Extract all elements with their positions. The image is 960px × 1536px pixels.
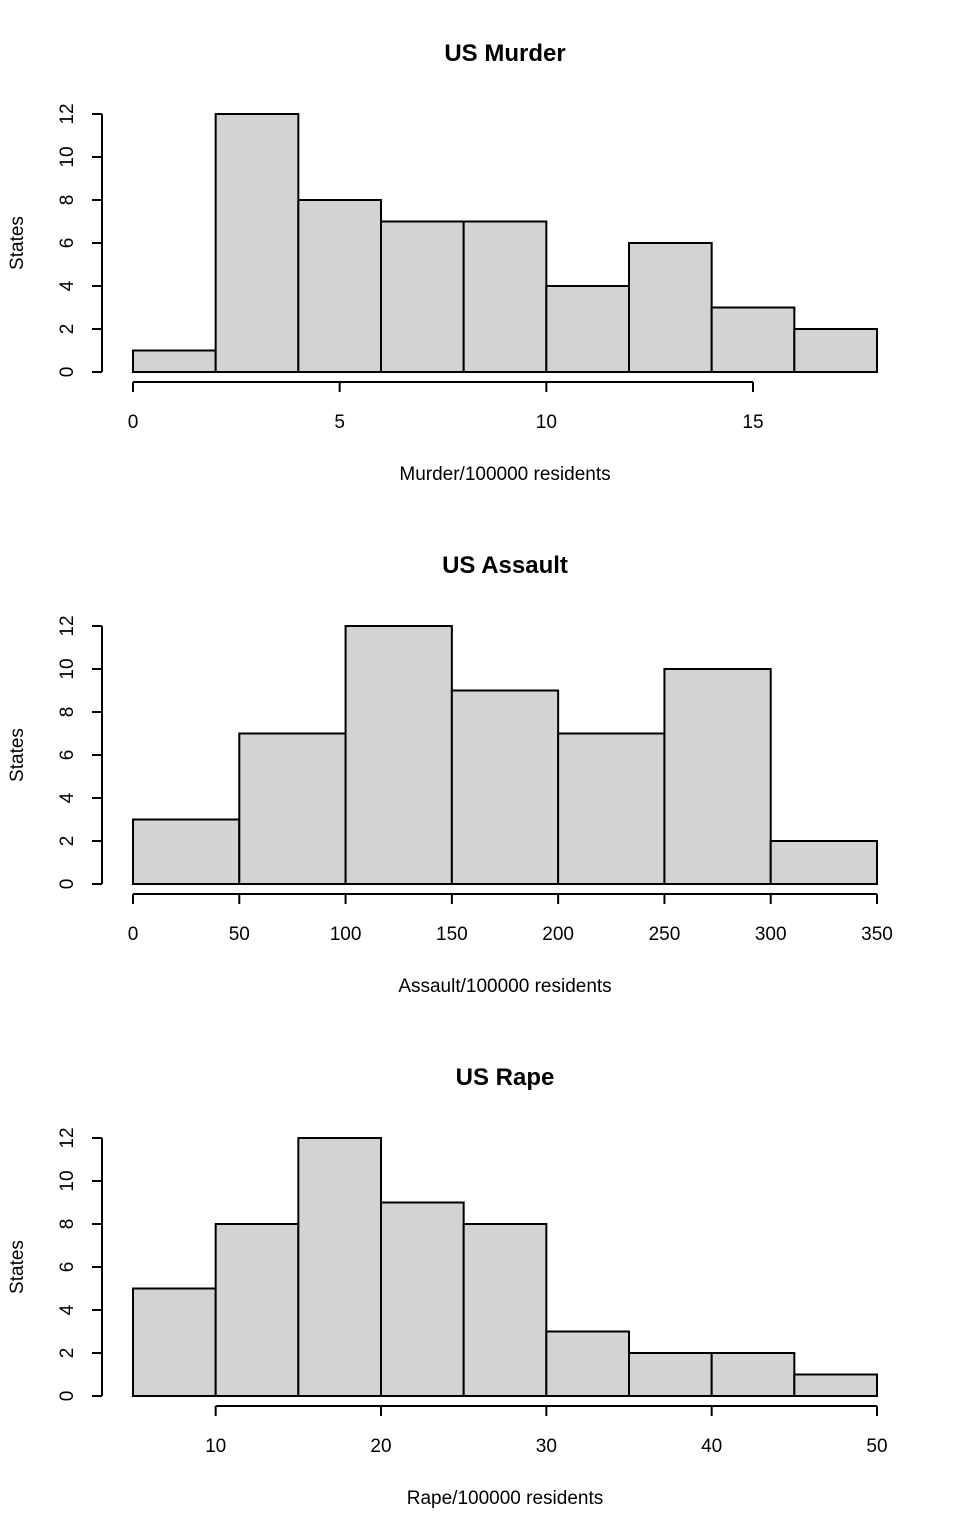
chart-title: US Murder bbox=[444, 40, 565, 67]
y-tick-label: 4 bbox=[57, 792, 78, 803]
x-tick-label: 50 bbox=[229, 924, 250, 945]
x-axis: 0 5 10 15 bbox=[128, 381, 764, 433]
x-tick-label: 300 bbox=[755, 924, 787, 945]
y-tick-label: 12 bbox=[57, 103, 78, 124]
histogram-bar bbox=[380, 220, 465, 373]
chart-title: US Rape bbox=[456, 1064, 555, 1091]
histogram-bar bbox=[710, 1352, 796, 1397]
histogram-bar bbox=[462, 220, 548, 373]
murder-histogram-panel: US Murder Murder/100000 residents States… bbox=[7, 40, 878, 485]
y-tick-label: 6 bbox=[57, 238, 78, 249]
x-tick-label: 10 bbox=[205, 1436, 226, 1457]
bars bbox=[132, 1137, 878, 1397]
histogram-bar bbox=[297, 199, 383, 373]
x-tick-label: 100 bbox=[330, 924, 362, 945]
histogram-bar bbox=[710, 306, 796, 373]
y-tick-label: 0 bbox=[57, 1391, 78, 1402]
histogram-bar bbox=[380, 1201, 465, 1397]
y-tick-label: 6 bbox=[57, 750, 78, 761]
x-axis: 10 20 30 40 50 bbox=[205, 1405, 888, 1457]
histogram-bar bbox=[450, 689, 560, 885]
y-axis: 0 2 4 6 8 10 12 bbox=[57, 1127, 103, 1402]
x-tick-label: 10 bbox=[536, 412, 557, 433]
x-tick-label: 15 bbox=[742, 412, 763, 433]
y-axis-label: States bbox=[7, 1240, 28, 1294]
histogram-bar bbox=[769, 840, 879, 885]
histogram-bar bbox=[628, 1352, 713, 1397]
histogram-bar bbox=[214, 113, 300, 373]
y-tick-label: 2 bbox=[57, 836, 78, 847]
y-axis-label: States bbox=[7, 216, 28, 270]
y-tick-label: 0 bbox=[57, 367, 78, 378]
x-tick-label: 150 bbox=[436, 924, 468, 945]
y-tick-label: 10 bbox=[57, 1170, 78, 1191]
x-tick-label: 50 bbox=[866, 1436, 887, 1457]
y-tick-label: 8 bbox=[57, 707, 78, 718]
histogram-bar bbox=[238, 732, 347, 885]
y-tick-label: 4 bbox=[57, 1304, 78, 1315]
histogram-bar bbox=[132, 1287, 217, 1397]
histogram-bar bbox=[663, 668, 772, 885]
x-axis: 0 50 100 150 200 250 300 350 bbox=[128, 893, 893, 945]
y-tick-label: 4 bbox=[57, 280, 78, 291]
y-tick-label: 12 bbox=[57, 615, 78, 636]
x-tick-label: 350 bbox=[861, 924, 893, 945]
y-axis: 0 2 4 6 8 10 12 bbox=[57, 103, 103, 378]
y-tick-label: 8 bbox=[57, 1219, 78, 1230]
x-axis-label: Rape/100000 residents bbox=[407, 1488, 603, 1509]
x-axis-label: Murder/100000 residents bbox=[399, 464, 610, 485]
y-axis: 0 2 4 6 8 10 12 bbox=[57, 615, 103, 890]
x-tick-label: 40 bbox=[701, 1436, 722, 1457]
histogram-bar bbox=[344, 625, 453, 885]
rape-histogram-panel: US Rape Rape/100000 residents States 10 2… bbox=[7, 1064, 888, 1509]
histogram-bar bbox=[545, 285, 630, 373]
x-tick-label: 200 bbox=[542, 924, 574, 945]
x-tick-label: 5 bbox=[334, 412, 345, 433]
x-axis-label: Assault/100000 residents bbox=[398, 976, 611, 997]
histogram-bar bbox=[297, 1137, 383, 1397]
y-axis-label: States bbox=[7, 728, 28, 782]
histogram-bar bbox=[545, 1330, 630, 1397]
histogram-bar bbox=[628, 242, 713, 373]
y-tick-label: 2 bbox=[57, 1348, 78, 1359]
histogram-bar bbox=[462, 1223, 548, 1397]
chart-title: US Assault bbox=[442, 552, 568, 579]
y-tick-label: 6 bbox=[57, 1262, 78, 1273]
histogram-bar bbox=[214, 1223, 300, 1397]
histogram-bar bbox=[793, 328, 878, 373]
x-tick-label: 250 bbox=[649, 924, 681, 945]
histogram-bar bbox=[132, 818, 241, 885]
y-tick-label: 2 bbox=[57, 324, 78, 335]
y-tick-label: 10 bbox=[57, 658, 78, 679]
x-tick-label: 20 bbox=[370, 1436, 391, 1457]
bars bbox=[132, 625, 879, 885]
x-tick-label: 30 bbox=[536, 1436, 557, 1457]
y-tick-label: 0 bbox=[57, 879, 78, 890]
bars bbox=[132, 113, 878, 373]
y-tick-label: 12 bbox=[57, 1127, 78, 1148]
x-tick-label: 0 bbox=[128, 924, 139, 945]
y-tick-label: 8 bbox=[57, 195, 78, 206]
y-tick-label: 10 bbox=[57, 146, 78, 167]
histogram-bar bbox=[132, 349, 217, 373]
x-tick-label: 0 bbox=[128, 412, 139, 433]
histogram-bar bbox=[557, 732, 666, 885]
assault-histogram-panel: US Assault Assault/100000 residents Stat… bbox=[7, 552, 893, 997]
histogram-bar bbox=[793, 1373, 878, 1397]
